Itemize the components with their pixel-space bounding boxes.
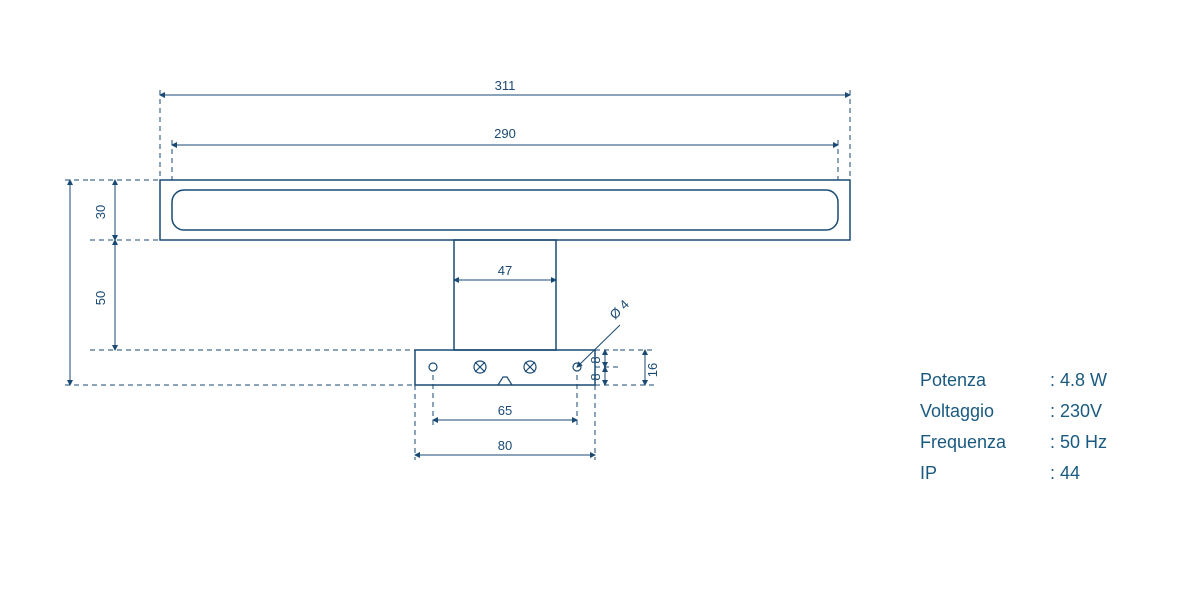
- dim-65: 65: [498, 403, 512, 418]
- spec-value: : 50 Hz: [1050, 432, 1107, 453]
- mounting-plate: [415, 350, 595, 385]
- dim-290: 290: [494, 126, 516, 141]
- technical-drawing: 96 30 50 311 290 47 65 80 8 8 16 Ø 4: [60, 80, 880, 500]
- spec-label: Frequenza: [920, 432, 1050, 453]
- spec-value: : 230V: [1050, 401, 1102, 422]
- spec-label: IP: [920, 463, 1050, 484]
- dim-50: 50: [93, 291, 108, 305]
- plate-screw-2: [524, 361, 536, 373]
- dim-30: 30: [93, 205, 108, 219]
- dim-311: 311: [495, 80, 516, 93]
- neck: [454, 240, 556, 350]
- dim-47: 47: [498, 263, 512, 278]
- plate-notch: [498, 377, 512, 385]
- spec-label: Voltaggio: [920, 401, 1050, 422]
- spec-value: : 44: [1050, 463, 1080, 484]
- bar-outer: [160, 180, 850, 240]
- spec-row: Frequenza : 50 Hz: [920, 432, 1107, 453]
- plate-hole-left: [429, 363, 437, 371]
- drawing-svg: 96 30 50 311 290 47 65 80 8 8 16 Ø 4: [60, 80, 880, 500]
- dim-16: 16: [645, 363, 660, 377]
- spec-row: IP : 44: [920, 463, 1107, 484]
- spec-row: Potenza : 4.8 W: [920, 370, 1107, 391]
- dim-8-bot: 8: [588, 373, 603, 380]
- dim-8-top: 8: [588, 356, 603, 363]
- bar-inner-slot: [172, 190, 838, 230]
- dim-96: 96: [60, 278, 63, 292]
- dim-80: 80: [498, 438, 512, 453]
- specs-table: Potenza : 4.8 W Voltaggio : 230V Frequen…: [920, 370, 1107, 494]
- spec-value: : 4.8 W: [1050, 370, 1107, 391]
- dim-dia4: Ø 4: [607, 297, 632, 322]
- spec-row: Voltaggio : 230V: [920, 401, 1107, 422]
- plate-screw-1: [474, 361, 486, 373]
- spec-label: Potenza: [920, 370, 1050, 391]
